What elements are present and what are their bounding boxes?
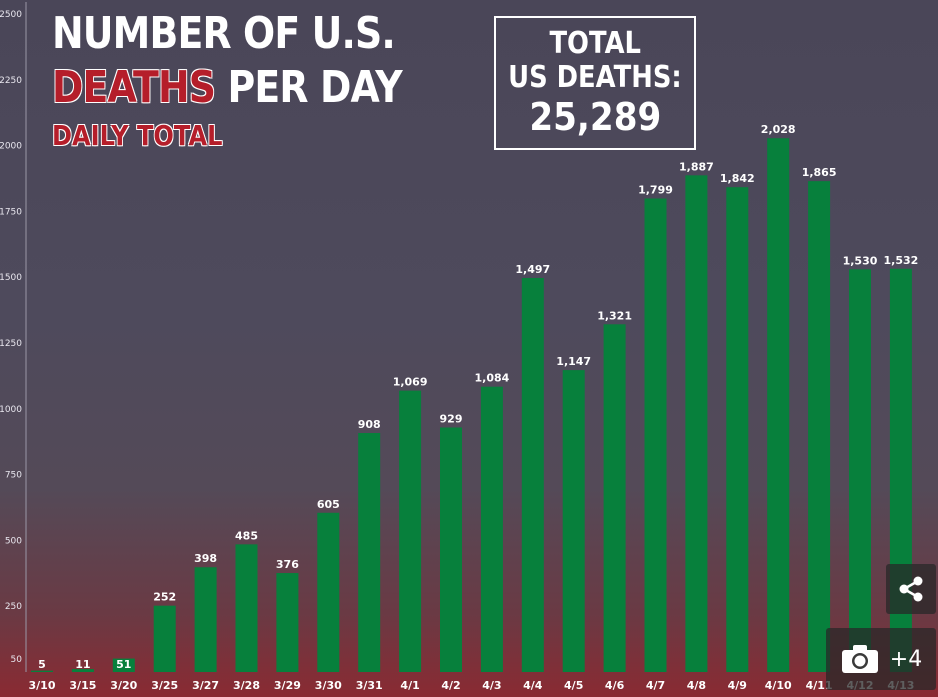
bar-value-label: 485 bbox=[235, 529, 258, 542]
bar-value-label: 1,887 bbox=[679, 160, 714, 173]
title-deaths-word: DEATHS bbox=[52, 62, 216, 113]
gallery-button[interactable]: +4 bbox=[826, 628, 936, 690]
bar bbox=[562, 370, 585, 672]
value-labels: 5 11 51 252 398 485 376 605 908 1,069 929 1,084 1,49… bbox=[38, 123, 918, 671]
bar-value-label: 1,084 bbox=[475, 372, 510, 385]
x-tick-label: 4/2 bbox=[441, 679, 460, 692]
bar-value-label: 1,799 bbox=[638, 184, 673, 197]
x-tick-label: 4/5 bbox=[564, 679, 583, 692]
y-tick-label: 500 bbox=[5, 536, 22, 546]
bar-value-label: 1,865 bbox=[802, 166, 837, 179]
y-tick-label: 2250 bbox=[0, 76, 22, 86]
bar bbox=[767, 138, 790, 672]
bar bbox=[603, 324, 626, 672]
title-per-day: PER DAY bbox=[215, 62, 402, 113]
share-icon bbox=[899, 576, 923, 602]
y-tick-label: 1250 bbox=[0, 339, 22, 349]
total-box-line1: TOTAL bbox=[549, 26, 641, 61]
bar-value-label: 929 bbox=[440, 412, 463, 425]
y-tick-label: 2500 bbox=[0, 10, 22, 20]
bar-value-label: 1,530 bbox=[843, 254, 878, 267]
bar-value-label: 1,147 bbox=[556, 355, 591, 368]
bar bbox=[685, 175, 708, 672]
total-box-line2: US DEATHS: bbox=[508, 60, 682, 95]
x-tick-label: 4/7 bbox=[646, 679, 665, 692]
bar-value-label: 51 bbox=[116, 658, 131, 671]
x-tick-label: 3/30 bbox=[315, 679, 342, 692]
bar bbox=[71, 669, 94, 672]
bar bbox=[358, 433, 381, 672]
y-tick-label: 2000 bbox=[0, 142, 22, 152]
total-deaths-value: 25,289 bbox=[529, 95, 661, 139]
bar bbox=[31, 670, 53, 672]
bar-value-label: 11 bbox=[75, 658, 90, 671]
y-tick-label: 250 bbox=[5, 602, 22, 612]
x-tick-label: 4/9 bbox=[728, 679, 747, 692]
y-tick-label: 750 bbox=[5, 471, 22, 481]
x-tick-label: 3/28 bbox=[233, 679, 260, 692]
bar bbox=[440, 427, 462, 672]
bar-value-label: 1,321 bbox=[597, 309, 632, 322]
x-tick-label: 4/4 bbox=[523, 679, 543, 692]
x-tick-label: 3/10 bbox=[29, 679, 56, 692]
chart-title-line1: NUMBER OF U.S. bbox=[52, 8, 396, 59]
gallery-count: +4 bbox=[889, 646, 923, 672]
bar bbox=[399, 390, 422, 672]
bar-value-label: 2,028 bbox=[761, 123, 796, 136]
bar bbox=[849, 269, 871, 672]
bar bbox=[153, 605, 176, 672]
x-tick-label: 3/25 bbox=[151, 679, 178, 692]
bar bbox=[235, 544, 258, 672]
x-tick-label: 3/29 bbox=[274, 679, 301, 692]
y-axis-ticks: 50 250 500 750 1000 1250 1500 1750 2000 2250 2500 bbox=[0, 10, 22, 665]
bar-value-label: 398 bbox=[194, 552, 217, 565]
bar-value-label: 5 bbox=[38, 658, 46, 671]
y-tick-label: 1000 bbox=[0, 405, 22, 415]
bar bbox=[480, 386, 503, 672]
bars bbox=[31, 138, 912, 672]
bar bbox=[317, 512, 340, 672]
x-tick-label: 4/6 bbox=[605, 679, 625, 692]
x-tick-label: 4/10 bbox=[765, 679, 792, 692]
share-button[interactable] bbox=[886, 564, 936, 614]
x-tick-label: 4/8 bbox=[687, 679, 706, 692]
x-tick-label: 4/3 bbox=[482, 679, 501, 692]
bar bbox=[276, 573, 299, 672]
x-tick-label: 3/27 bbox=[192, 679, 219, 692]
chart-title-line2: DEATHS PER DAY bbox=[52, 62, 403, 114]
bar bbox=[112, 658, 135, 672]
x-tick-label: 3/31 bbox=[356, 679, 383, 692]
bar bbox=[521, 277, 544, 672]
y-tick-label: 1750 bbox=[0, 207, 22, 217]
total-deaths-box: TOTAL US DEATHS: 25,289 bbox=[494, 16, 696, 150]
camera-icon bbox=[841, 645, 878, 673]
chart-subtitle: DAILY TOTAL bbox=[52, 119, 223, 152]
x-tick-label: 3/15 bbox=[69, 679, 96, 692]
x-axis-labels: 3/10 3/15 3/20 3/25 3/27 3/28 3/29 3/30 3/31 4/1 4… bbox=[29, 679, 915, 692]
x-tick-label: 3/20 bbox=[110, 679, 137, 692]
x-tick-label: 4/1 bbox=[400, 679, 419, 692]
y-tick-label: 1500 bbox=[0, 273, 22, 283]
bar bbox=[644, 198, 667, 672]
bar-value-label: 376 bbox=[276, 558, 299, 571]
bar-value-label: 1,532 bbox=[884, 254, 919, 267]
bar-value-label: 252 bbox=[153, 591, 176, 604]
x-tick-label: 4/11 bbox=[806, 679, 833, 692]
bar-value-label: 1,497 bbox=[515, 263, 550, 276]
bar-value-label: 1,069 bbox=[393, 376, 428, 389]
y-tick-label: 50 bbox=[11, 655, 23, 665]
bar-value-label: 605 bbox=[317, 498, 340, 511]
bar bbox=[726, 187, 749, 672]
bar bbox=[808, 181, 831, 672]
bar bbox=[194, 567, 217, 672]
bar-value-label: 908 bbox=[358, 418, 381, 431]
bar-value-label: 1,842 bbox=[720, 172, 755, 185]
